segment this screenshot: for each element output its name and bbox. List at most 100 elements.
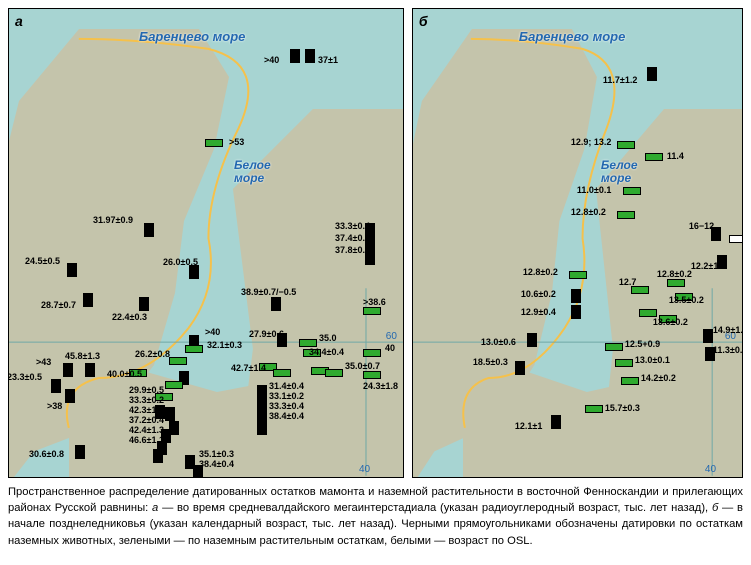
marker-label: 12.9±0.4 bbox=[521, 307, 556, 317]
marker-label: 33.1±0.2 bbox=[269, 391, 304, 401]
data-marker-green bbox=[273, 369, 291, 377]
marker-label: 28.7±0.7 bbox=[41, 300, 76, 310]
data-marker-green bbox=[299, 339, 317, 347]
marker-label: 45.8±1.3 bbox=[65, 351, 100, 361]
data-marker-green bbox=[169, 357, 187, 365]
marker-label: 12.8±0.2 bbox=[523, 267, 558, 277]
data-marker-black bbox=[551, 415, 561, 429]
data-marker-green bbox=[645, 153, 663, 161]
marker-label: 40.0±0.5 bbox=[107, 369, 142, 379]
marker-label: 11.4 bbox=[667, 151, 684, 161]
data-marker-white bbox=[729, 235, 743, 243]
data-marker-black bbox=[85, 363, 95, 377]
marker-label: 37±1 bbox=[318, 55, 338, 65]
marker-label: 18.5±0.3 bbox=[473, 357, 508, 367]
marker-label: 16−12 bbox=[689, 221, 714, 231]
marker-label: 26.2±0.8 bbox=[135, 349, 170, 359]
data-marker-green bbox=[165, 381, 183, 389]
figure-caption: Пространственное распределение датирован… bbox=[8, 484, 743, 549]
data-marker-black bbox=[67, 263, 77, 277]
marker-label: 12.8±0.2 bbox=[571, 207, 606, 217]
data-marker-black bbox=[65, 389, 75, 403]
marker-label: 35.1±0.3 bbox=[199, 449, 234, 459]
data-marker-green bbox=[617, 141, 635, 149]
marker-label: 13.5±0.2 bbox=[669, 295, 704, 305]
map-panel-a: 60 40 а Баренцево море Белое море >40 37±… bbox=[8, 8, 404, 478]
data-marker-green bbox=[617, 211, 635, 219]
marker-label: 13.0±0.6 bbox=[481, 337, 516, 347]
marker-label: 37.8±0.6 bbox=[335, 245, 370, 255]
marker-label: 11.7±1.2 bbox=[603, 75, 637, 85]
map-panel-b: 60 40 б Баренцево море Белое море 11.7±1… bbox=[412, 8, 743, 478]
data-marker-black bbox=[144, 223, 154, 237]
data-marker-black bbox=[83, 293, 93, 307]
data-marker-black bbox=[63, 363, 73, 377]
white-sea-label: Белое море bbox=[234, 159, 284, 185]
panel-letter-a: а bbox=[15, 13, 23, 29]
data-marker-black bbox=[290, 49, 300, 63]
data-marker-green bbox=[639, 309, 657, 317]
marker-label: >38.6 bbox=[363, 297, 386, 307]
marker-label: 46.6±1.1 bbox=[129, 435, 164, 445]
marker-label: 13.0±0.1 bbox=[635, 355, 670, 365]
data-marker-black bbox=[139, 297, 149, 311]
data-marker-green bbox=[605, 343, 623, 351]
data-marker-green bbox=[569, 271, 587, 279]
marker-label: 14.9±1.4 bbox=[713, 325, 743, 335]
marker-label: 11.3±0.5 bbox=[713, 345, 743, 355]
data-marker-black bbox=[527, 333, 537, 347]
marker-label: 22.4±0.3 bbox=[112, 312, 147, 322]
marker-label: 42.3±1.0 bbox=[129, 405, 164, 415]
data-marker-black bbox=[75, 445, 85, 459]
figure-maps: 60 40 а Баренцево море Белое море >40 37±… bbox=[8, 8, 743, 478]
marker-label: 11.0±0.1 bbox=[577, 185, 611, 195]
marker-label: 30.6±0.8 bbox=[29, 449, 64, 459]
data-marker-black bbox=[165, 407, 175, 421]
marker-label: >40 bbox=[205, 327, 220, 337]
marker-label: 15.7±0.3 bbox=[605, 403, 640, 413]
marker-label: 10.6±0.2 bbox=[521, 289, 556, 299]
marker-label: 12.2±1.1 bbox=[691, 261, 726, 271]
marker-label: >43 bbox=[36, 357, 51, 367]
barents-sea-label: Баренцево море bbox=[519, 29, 625, 44]
marker-label: >40 bbox=[264, 55, 279, 65]
data-marker-green bbox=[615, 359, 633, 367]
marker-label: 12.1±1 bbox=[515, 421, 542, 431]
marker-label: 33.3±0.4 bbox=[335, 221, 370, 231]
marker-label: 34.4±0.4 bbox=[309, 347, 344, 357]
marker-label: 12.9; 13.2 bbox=[571, 137, 612, 147]
marker-label: 24.3±1.8 bbox=[363, 381, 398, 391]
marker-label: 26.0±0.5 bbox=[163, 257, 198, 267]
data-marker-black bbox=[647, 67, 657, 81]
marker-label: 42.4±1.3 bbox=[129, 425, 164, 435]
marker-label: 31.97±0.9 bbox=[93, 215, 133, 225]
lat-label: 60 bbox=[386, 331, 397, 342]
marker-label: 31.4±0.4 bbox=[269, 381, 304, 391]
marker-label: 27.9±0.6 bbox=[249, 329, 284, 339]
marker-label: 37.4±0.5 bbox=[335, 233, 370, 243]
data-marker-black bbox=[515, 361, 525, 375]
data-marker-green bbox=[363, 349, 381, 357]
marker-label: 35.0±0.7 bbox=[345, 361, 380, 371]
marker-label: 38.4±0.4 bbox=[199, 459, 234, 469]
data-marker-green bbox=[623, 187, 641, 195]
white-sea-label: Белое море bbox=[601, 159, 651, 185]
data-marker-black bbox=[571, 305, 581, 319]
marker-label: >38 bbox=[47, 401, 62, 411]
data-marker-green bbox=[363, 371, 381, 379]
data-marker-green bbox=[667, 279, 685, 287]
marker-label: 13.6±0.2 bbox=[653, 317, 688, 327]
barents-sea-label: Баренцево море bbox=[139, 29, 245, 44]
data-marker-green bbox=[205, 139, 223, 147]
data-marker-black bbox=[571, 289, 581, 303]
marker-label: >53 bbox=[229, 137, 244, 147]
marker-label: 40 bbox=[385, 343, 395, 353]
data-marker-green bbox=[363, 307, 381, 315]
data-marker-green bbox=[621, 377, 639, 385]
marker-label: 12.8±0.2 bbox=[657, 269, 692, 279]
data-marker-black bbox=[153, 449, 163, 463]
marker-label: 33.3±0.4 bbox=[269, 401, 304, 411]
data-marker-green bbox=[325, 369, 343, 377]
marker-label: 24.5±0.5 bbox=[25, 256, 60, 266]
data-marker-black bbox=[51, 379, 61, 393]
